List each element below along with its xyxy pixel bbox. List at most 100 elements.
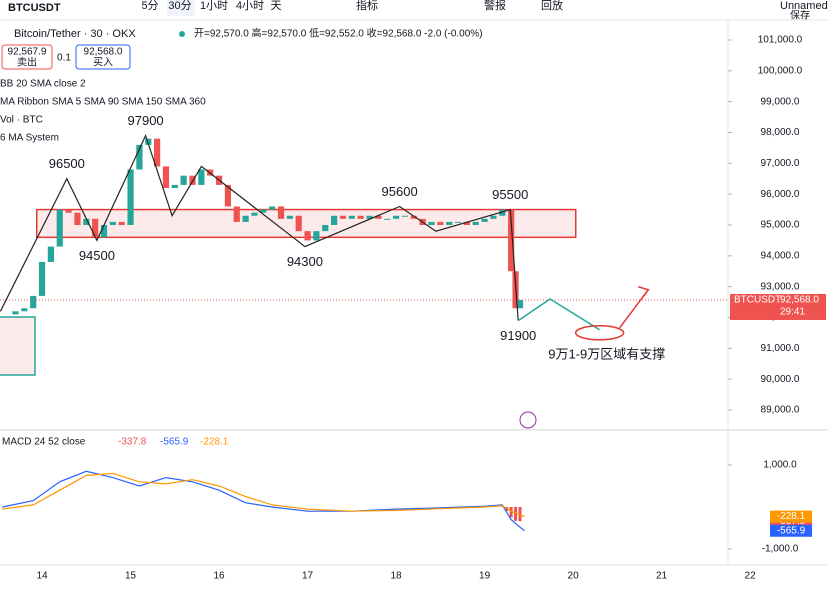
study-label[interactable]: 6 MA System	[0, 133, 59, 144]
candle	[348, 215, 355, 219]
interval-button[interactable]: 4小时	[236, 0, 264, 12]
candle	[136, 144, 143, 170]
date-tick-label: 20	[568, 571, 580, 582]
price-symbol: BTCUSDT	[734, 295, 781, 306]
date-tick-label: 19	[479, 571, 491, 582]
date-tick-label: 22	[745, 571, 757, 582]
last-price: 92,568.0	[780, 295, 819, 306]
candle	[322, 224, 329, 232]
alert-button[interactable]: 警报	[484, 0, 506, 12]
interval-active	[167, 0, 195, 16]
price-tick-label: 101,000.0	[758, 35, 803, 46]
price-tick-label: 90,000.0	[761, 374, 800, 385]
candle	[490, 215, 497, 219]
macd-value-box	[770, 510, 812, 523]
interval-button[interactable]: 5分	[141, 0, 158, 12]
histogram-bar	[518, 507, 522, 522]
candle	[516, 299, 524, 309]
price-tick-label: 94,000.0	[761, 250, 800, 261]
candle	[233, 206, 240, 222]
histogram-bar	[500, 506, 504, 508]
candle	[446, 221, 453, 225]
price-tick-label: 100,000.0	[758, 65, 803, 76]
candle	[251, 212, 258, 216]
price-tick-label: 97,000.0	[761, 158, 800, 169]
macd-value-label: -565.9	[777, 525, 806, 536]
replay-button[interactable]: 回放	[541, 0, 563, 12]
symbol[interactable]: BTCUSDT	[8, 2, 61, 14]
candle	[454, 221, 462, 223]
annotation: 91900	[500, 328, 536, 343]
candle	[499, 209, 506, 216]
sell-label[interactable]: 卖出	[17, 56, 37, 69]
indicators-button[interactable]: 指标	[356, 0, 378, 12]
candle	[74, 212, 81, 225]
interval-button[interactable]: 天	[271, 0, 282, 12]
price-tick-label: 93,000.0	[761, 281, 800, 292]
candle	[12, 311, 19, 315]
candle	[286, 215, 293, 219]
candle	[21, 308, 28, 312]
left-range-block	[0, 316, 36, 376]
study-label[interactable]: BB 20 SMA close 2	[0, 79, 86, 90]
date-tick-label: 15	[125, 571, 137, 582]
date-tick-label: 21	[656, 571, 668, 582]
candle	[162, 166, 170, 188]
candle	[401, 215, 409, 217]
macd-readout: -565.9	[160, 437, 189, 448]
candle	[180, 175, 187, 185]
candle	[118, 221, 125, 225]
spread: 0.1	[57, 53, 71, 64]
price-tick-label: 95,000.0	[761, 220, 800, 231]
sell-price[interactable]: 92,567.9	[8, 47, 47, 58]
ohlc: 开=92,570.0 高=92,570.0 低=92,552.0 收=92,56…	[194, 27, 483, 40]
macd-title: MACD 24 52 close	[2, 437, 86, 448]
price-tick-label: 96,000.0	[761, 189, 800, 200]
candle	[366, 215, 373, 219]
candle	[198, 169, 205, 185]
candle	[83, 218, 90, 225]
buy-label[interactable]: 买入	[93, 57, 113, 69]
candle	[56, 209, 63, 247]
date-tick-label: 16	[213, 571, 225, 582]
annotation: 95500	[492, 187, 528, 202]
candle	[224, 184, 232, 207]
candle	[260, 209, 267, 213]
candle	[100, 224, 108, 238]
candle	[428, 221, 435, 225]
candle	[65, 209, 72, 213]
chart-title: Bitcoin/Tether · 30 · OKX	[14, 28, 136, 40]
study-label[interactable]: Vol · BTC	[0, 115, 43, 126]
candle	[242, 215, 249, 222]
candle	[47, 246, 54, 262]
annotation: 96500	[49, 156, 85, 171]
layout-name[interactable]: Unnamed	[780, 0, 828, 12]
annotation: 97900	[128, 113, 164, 128]
histogram-bar	[509, 507, 513, 518]
event-icon[interactable]	[519, 411, 537, 429]
macd-value-box	[770, 524, 812, 537]
candle	[154, 138, 161, 167]
candle	[30, 295, 37, 309]
macd-line	[2, 470, 525, 532]
macd-line	[2, 472, 525, 518]
buy-price[interactable]: 92,568.0	[84, 47, 123, 58]
histogram-bar	[514, 507, 518, 521]
macd-tick-label: -1,000.0	[762, 544, 799, 555]
interval-button[interactable]: 30分	[168, 0, 191, 12]
buy-button[interactable]	[75, 44, 131, 70]
save-button[interactable]: 保存	[790, 9, 810, 22]
macd-tick-label: 1,000.0	[763, 460, 797, 471]
candle	[508, 209, 515, 272]
annotation: 94300	[287, 254, 323, 269]
candle	[304, 231, 311, 241]
candle	[384, 218, 391, 220]
macd-value-label: -228.1	[777, 511, 806, 522]
sell-button[interactable]	[1, 44, 53, 70]
candle	[472, 221, 479, 225]
interval-button[interactable]: 1小时	[200, 0, 228, 12]
last-price-box	[730, 293, 826, 320]
study-label[interactable]: MA Ribbon SMA 5 SMA 90 SMA 150 SMA 360	[0, 97, 206, 108]
pattern-line	[0, 133, 519, 321]
